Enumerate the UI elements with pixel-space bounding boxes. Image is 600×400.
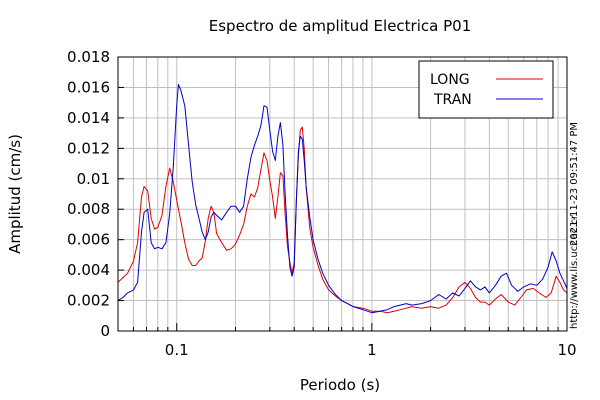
legend: LONG TRAN: [418, 60, 554, 119]
y-tick-label: 0.018: [67, 48, 110, 66]
y-tick-label: 0.004: [67, 261, 110, 279]
legend-box: [418, 60, 554, 119]
x-axis: 0.1 1 10: [117, 323, 577, 359]
series-line-long: [117, 126, 568, 314]
legend-label-tran: TRAN: [433, 92, 472, 108]
y-tick-label: 0.012: [67, 139, 110, 157]
y-tick-label: 0.002: [67, 292, 110, 310]
timestamp-text: 2021-11-23 09:51:47 PM: [569, 122, 580, 246]
y-axis-label: Amplitud (cm/s): [6, 134, 24, 254]
y-tick-label: 0.016: [67, 78, 110, 96]
y-tick-label: 0: [100, 322, 110, 340]
plot-frame: [117, 56, 568, 332]
y-tick-label: 0.006: [67, 231, 110, 249]
y-tick-label: 0.008: [67, 200, 110, 218]
x-axis-label: Periodo (s): [300, 376, 380, 394]
chart-title: Espectro de amplitud Electrica P01: [209, 17, 472, 35]
x-tick-label: 1: [367, 341, 377, 359]
y-tick-label: 0.014: [67, 109, 110, 127]
url-text: http://www.lis.ucr.ac.cr: [569, 214, 580, 329]
series-line-tran: [117, 83, 568, 314]
y-tick-label: 0.01: [77, 170, 110, 188]
x-tick-label: 10: [557, 341, 576, 359]
x-tick-label: 0.1: [165, 341, 189, 359]
chart-series-group: [117, 83, 568, 314]
y-axis: 0 0.002 0.004 0.006 0.008 0.01 0.012 0.014 0.016…: [67, 48, 124, 340]
legend-label-long: LONG: [430, 72, 470, 88]
